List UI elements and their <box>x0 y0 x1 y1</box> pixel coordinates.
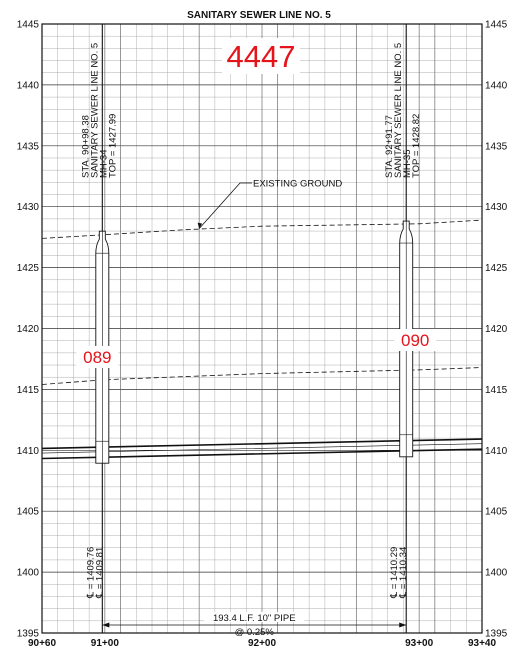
existing-ground-arrowhead <box>197 222 203 229</box>
y-tick-label-left: 1405 <box>17 507 40 518</box>
y-tick-label-right: 1420 <box>485 324 508 335</box>
y-tick-label-left: 1395 <box>17 629 40 640</box>
existing-ground-leader <box>198 182 252 229</box>
y-tick-label-right: 1395 <box>485 629 508 640</box>
pipe-label-background <box>204 612 305 622</box>
dimension-arrow-right <box>399 622 407 628</box>
x-tick-label: 93+40 <box>468 638 497 649</box>
x-tick-label: 90+60 <box>28 638 57 649</box>
y-tick-label-right: 1445 <box>485 20 508 31</box>
y-tick-label-right: 1415 <box>485 385 508 396</box>
pipe-dimension: 193.4 L.F. 10" PIPE @ 0.25% <box>102 612 407 638</box>
existing-ground-label: EXISTING GROUND <box>253 179 342 190</box>
existing-ground-callout: EXISTING GROUND <box>197 179 342 229</box>
x-tick-label: 93+00 <box>405 638 434 649</box>
y-axis-right-ticks: 1395 1400 1405 1410 1415 1420 1425 1430 1435 1440… <box>485 20 508 640</box>
manhole-invert-label: ℄ = 1409.76 <box>85 547 96 599</box>
y-tick-label-left: 1400 <box>17 568 40 579</box>
y-tick-label-right: 1400 <box>485 568 508 579</box>
y-tick-label-right: 1405 <box>485 507 508 518</box>
pipe-slope-label: @ 0.25% <box>235 627 275 638</box>
y-tick-label-left: 1420 <box>17 324 40 335</box>
x-tick-label: 91+00 <box>91 638 120 649</box>
plot-frame <box>41 23 483 634</box>
pipe-length-label: 193.4 L.F. 10" PIPE <box>213 613 296 624</box>
manhole-id-background <box>394 329 437 351</box>
secondary-dashed-line <box>41 367 483 385</box>
dimension-arrow-left <box>102 622 110 628</box>
manhole-label: MH-35 <box>402 149 413 178</box>
sheet-number-background <box>222 38 300 74</box>
x-tick-label: 92+00 <box>248 638 277 649</box>
manhole-id-tag: 089 <box>83 348 111 367</box>
manhole-id-background <box>76 346 119 368</box>
existing-ground-line <box>41 219 483 239</box>
y-axis-left-ticks: 1395 1400 1405 1410 1415 1420 1425 1430 1435 1440… <box>17 20 40 640</box>
manhole-id-tag: 090 <box>401 331 429 350</box>
manhole-invert-label: ℄ = 1409.81 <box>94 547 105 599</box>
y-tick-label-right: 1425 <box>485 263 508 274</box>
sheet-number: 4447 <box>227 39 296 74</box>
manhole-invert-label: ℄ = 1410.34 <box>398 547 409 599</box>
y-tick-label-left: 1430 <box>17 202 40 213</box>
y-tick-label-left: 1425 <box>17 263 40 274</box>
manhole-label: STA. 90+98.38 <box>80 115 91 178</box>
y-tick-label-left: 1440 <box>17 80 40 91</box>
manhole-label: STA. 92+91.77 <box>384 115 395 178</box>
x-axis-ticks: 90+60 91+00 92+00 93+00 93+40 <box>28 638 497 649</box>
y-tick-label-left: 1415 <box>17 385 40 396</box>
manhole-invert-label: ℄ = 1410.29 <box>389 547 400 599</box>
manhole-label: SANITARY SEWER LINE NO. 5 <box>393 43 404 178</box>
manhole-label: SANITARY SEWER LINE NO. 5 <box>89 43 100 178</box>
manhole-label: MH-34 <box>98 149 109 178</box>
y-tick-label-left: 1445 <box>17 20 40 31</box>
manhole-label: TOP = 1427.99 <box>107 114 118 178</box>
drawing-title: SANITARY SEWER LINE NO. 5 <box>187 10 331 21</box>
y-tick-label-right: 1440 <box>485 80 508 91</box>
y-tick-label-right: 1435 <box>485 141 508 152</box>
manhole-label: TOP = 1428.82 <box>411 114 422 178</box>
y-tick-label-left: 1435 <box>17 141 40 152</box>
y-tick-label-left: 1410 <box>17 446 40 457</box>
y-tick-label-right: 1430 <box>485 202 508 213</box>
y-tick-label-right: 1410 <box>485 446 508 457</box>
